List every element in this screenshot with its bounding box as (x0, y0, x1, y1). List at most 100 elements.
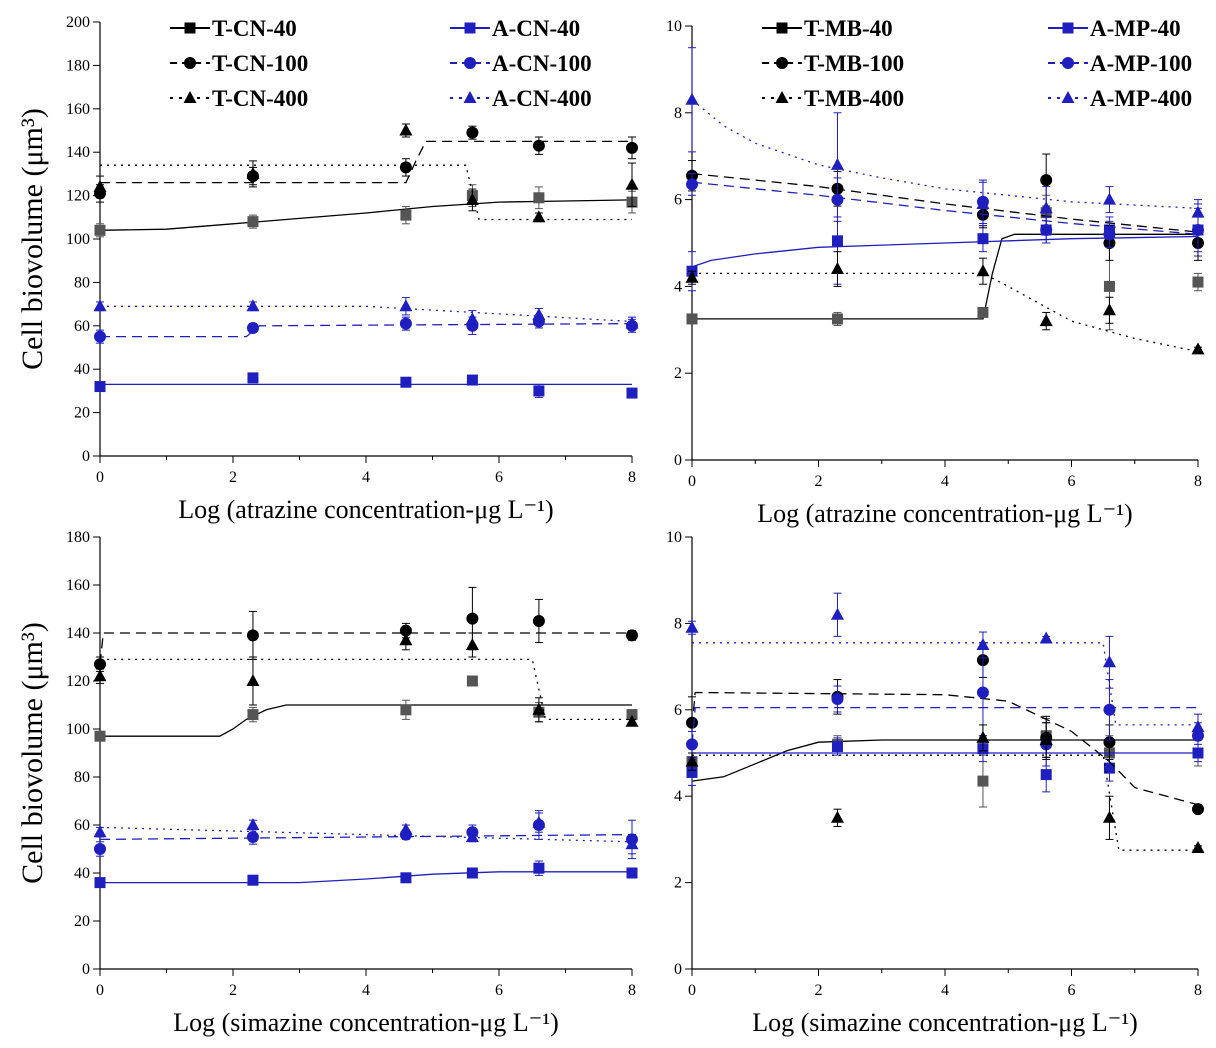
y-tick-label: 200 (66, 14, 90, 31)
data-point (830, 157, 844, 170)
legend-marker (464, 22, 476, 34)
y-tick-label: 40 (74, 361, 90, 378)
data-point (830, 262, 844, 275)
x-tick-label: 8 (1194, 982, 1202, 999)
fit-line (691, 181, 1199, 235)
legend: T-MB-40 A-MP-40 T-MB-100 A-MP-100 T-MB-400 A-… (762, 16, 1192, 111)
fit-line (691, 99, 1199, 209)
x-tick-label: 8 (628, 982, 636, 999)
x-axis-label: Log (atrazine concentration-μg L⁻¹) (757, 499, 1132, 528)
data-point (246, 629, 259, 642)
data-point (93, 299, 107, 312)
series-3 (686, 642, 1204, 816)
y-tick-label: 8 (674, 105, 682, 122)
data-point (685, 754, 699, 767)
data-point (686, 738, 698, 751)
data-point (976, 196, 990, 209)
data-point (831, 741, 843, 753)
data-point (532, 210, 546, 223)
fit-line (99, 833, 633, 841)
series-1 (686, 717, 1204, 808)
legend-label: A-CN-40 (492, 16, 580, 41)
fit-line (692, 642, 1198, 726)
y-tick-label: 2 (674, 875, 682, 892)
y-tick-label: 6 (674, 702, 682, 719)
data-point (625, 714, 639, 727)
data-point (399, 161, 412, 174)
series-5 (93, 123, 639, 223)
fit-line (100, 164, 632, 221)
data-point (400, 209, 412, 221)
series-5 (93, 630, 639, 727)
y-tick-label: 140 (66, 625, 90, 642)
fit-line (100, 322, 633, 338)
series-6 (685, 592, 1205, 741)
data-point (94, 730, 106, 742)
legend-label: T-CN-100 (212, 51, 308, 76)
data-point (831, 313, 843, 325)
data-point (465, 312, 479, 325)
y-tick-label: 0 (674, 961, 682, 978)
data-point (246, 831, 259, 843)
series-2 (94, 372, 638, 399)
data-point (247, 709, 259, 721)
x-tick-label: 0 (688, 982, 696, 999)
data-point (831, 693, 844, 705)
legend-label: T-MB-100 (804, 51, 904, 76)
y-tick-label: 20 (74, 405, 90, 422)
data-point (1039, 201, 1053, 214)
data-point (626, 709, 638, 721)
y-tick-label: 20 (74, 913, 90, 930)
y-tick-label: 6 (674, 192, 682, 209)
data-point (830, 607, 844, 620)
data-point (466, 374, 478, 386)
data-point (533, 192, 545, 204)
y-tick-label: 180 (66, 529, 90, 546)
x-axis-label: Log (simazine concentration-μg L⁻¹) (752, 1008, 1138, 1037)
fit-line (691, 706, 1198, 745)
y-tick-label: 10 (666, 529, 682, 546)
data-point (1040, 769, 1052, 781)
series-5 (685, 722, 1205, 854)
fit-line (692, 272, 1199, 353)
x-tick-label: 2 (815, 982, 823, 999)
data-point (94, 330, 106, 343)
data-point (976, 730, 990, 743)
data-point (685, 620, 699, 633)
panel-3: 0 20 40 60 80 100 120 140 160 180 0 2 4 6 8 Log (simazi… (16, 529, 639, 1037)
legend-marker (463, 91, 477, 103)
x-tick-label: 6 (495, 982, 503, 999)
data-point (830, 810, 844, 823)
data-point (686, 178, 698, 191)
data-point (466, 612, 479, 625)
series-3 (94, 125, 638, 203)
series-4 (94, 314, 638, 344)
data-point (626, 141, 638, 154)
y-tick-label: 8 (674, 615, 682, 632)
series-1 (94, 184, 638, 238)
x-tick-label: 6 (1068, 982, 1076, 999)
x-tick-label: 0 (688, 473, 696, 490)
data-point (94, 843, 106, 855)
y-tick-label: 2 (674, 365, 682, 382)
data-point (1192, 803, 1204, 816)
data-point (1102, 655, 1116, 668)
data-point (976, 638, 990, 650)
data-point (1040, 174, 1053, 187)
data-point (625, 316, 639, 329)
x-tick-label: 6 (495, 469, 503, 486)
y-tick-label: 80 (74, 274, 90, 291)
data-point (399, 299, 413, 312)
data-point (466, 126, 479, 139)
data-point (93, 825, 107, 838)
legend-label: A-CN-400 (492, 86, 592, 111)
data-point (532, 615, 545, 627)
fit-line (100, 871, 632, 884)
series-1 (94, 675, 638, 742)
y-tick-label: 160 (66, 101, 90, 118)
data-point (1039, 631, 1053, 644)
data-point (1192, 276, 1204, 288)
fit-line (691, 235, 1199, 268)
legend-marker (1062, 57, 1074, 69)
